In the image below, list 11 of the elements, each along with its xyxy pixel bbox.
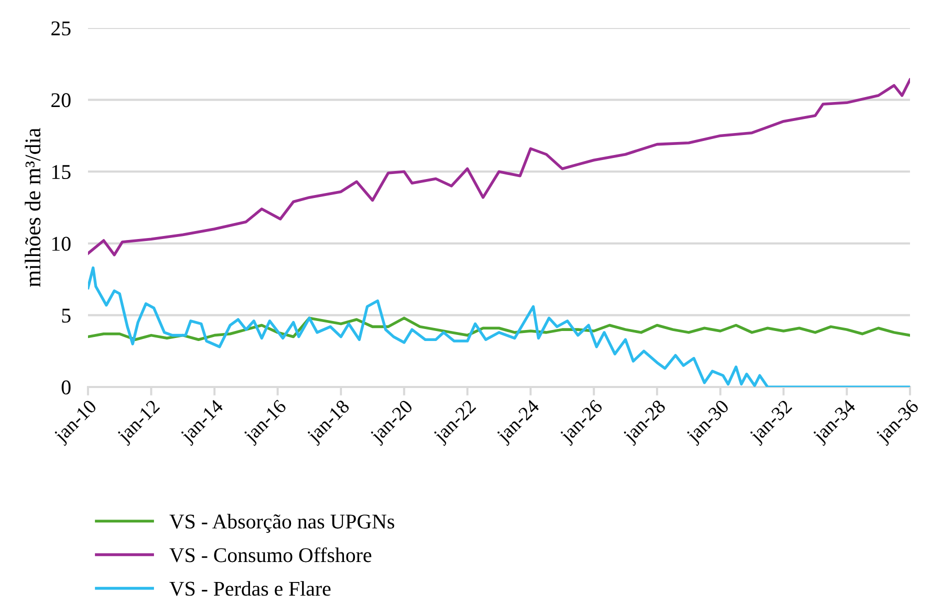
y-axis-title: milhões de m³/dia	[24, 128, 40, 287]
y-tick-label: 5	[62, 308, 71, 323]
line-series	[88, 78, 910, 256]
y-tick-label: 10	[52, 236, 71, 251]
legend-label: VS - Consumo Offshore	[169, 547, 372, 562]
y-tick-label: 15	[52, 165, 71, 180]
y-tick-label: 25	[51, 21, 71, 36]
legend-label: VS - Absorção nas UPGNs	[169, 514, 394, 533]
y-tick-label: 0	[62, 380, 71, 394]
y-tick-label: 20	[51, 93, 71, 108]
legend-label: VS - Perdas e Flare	[169, 581, 331, 596]
